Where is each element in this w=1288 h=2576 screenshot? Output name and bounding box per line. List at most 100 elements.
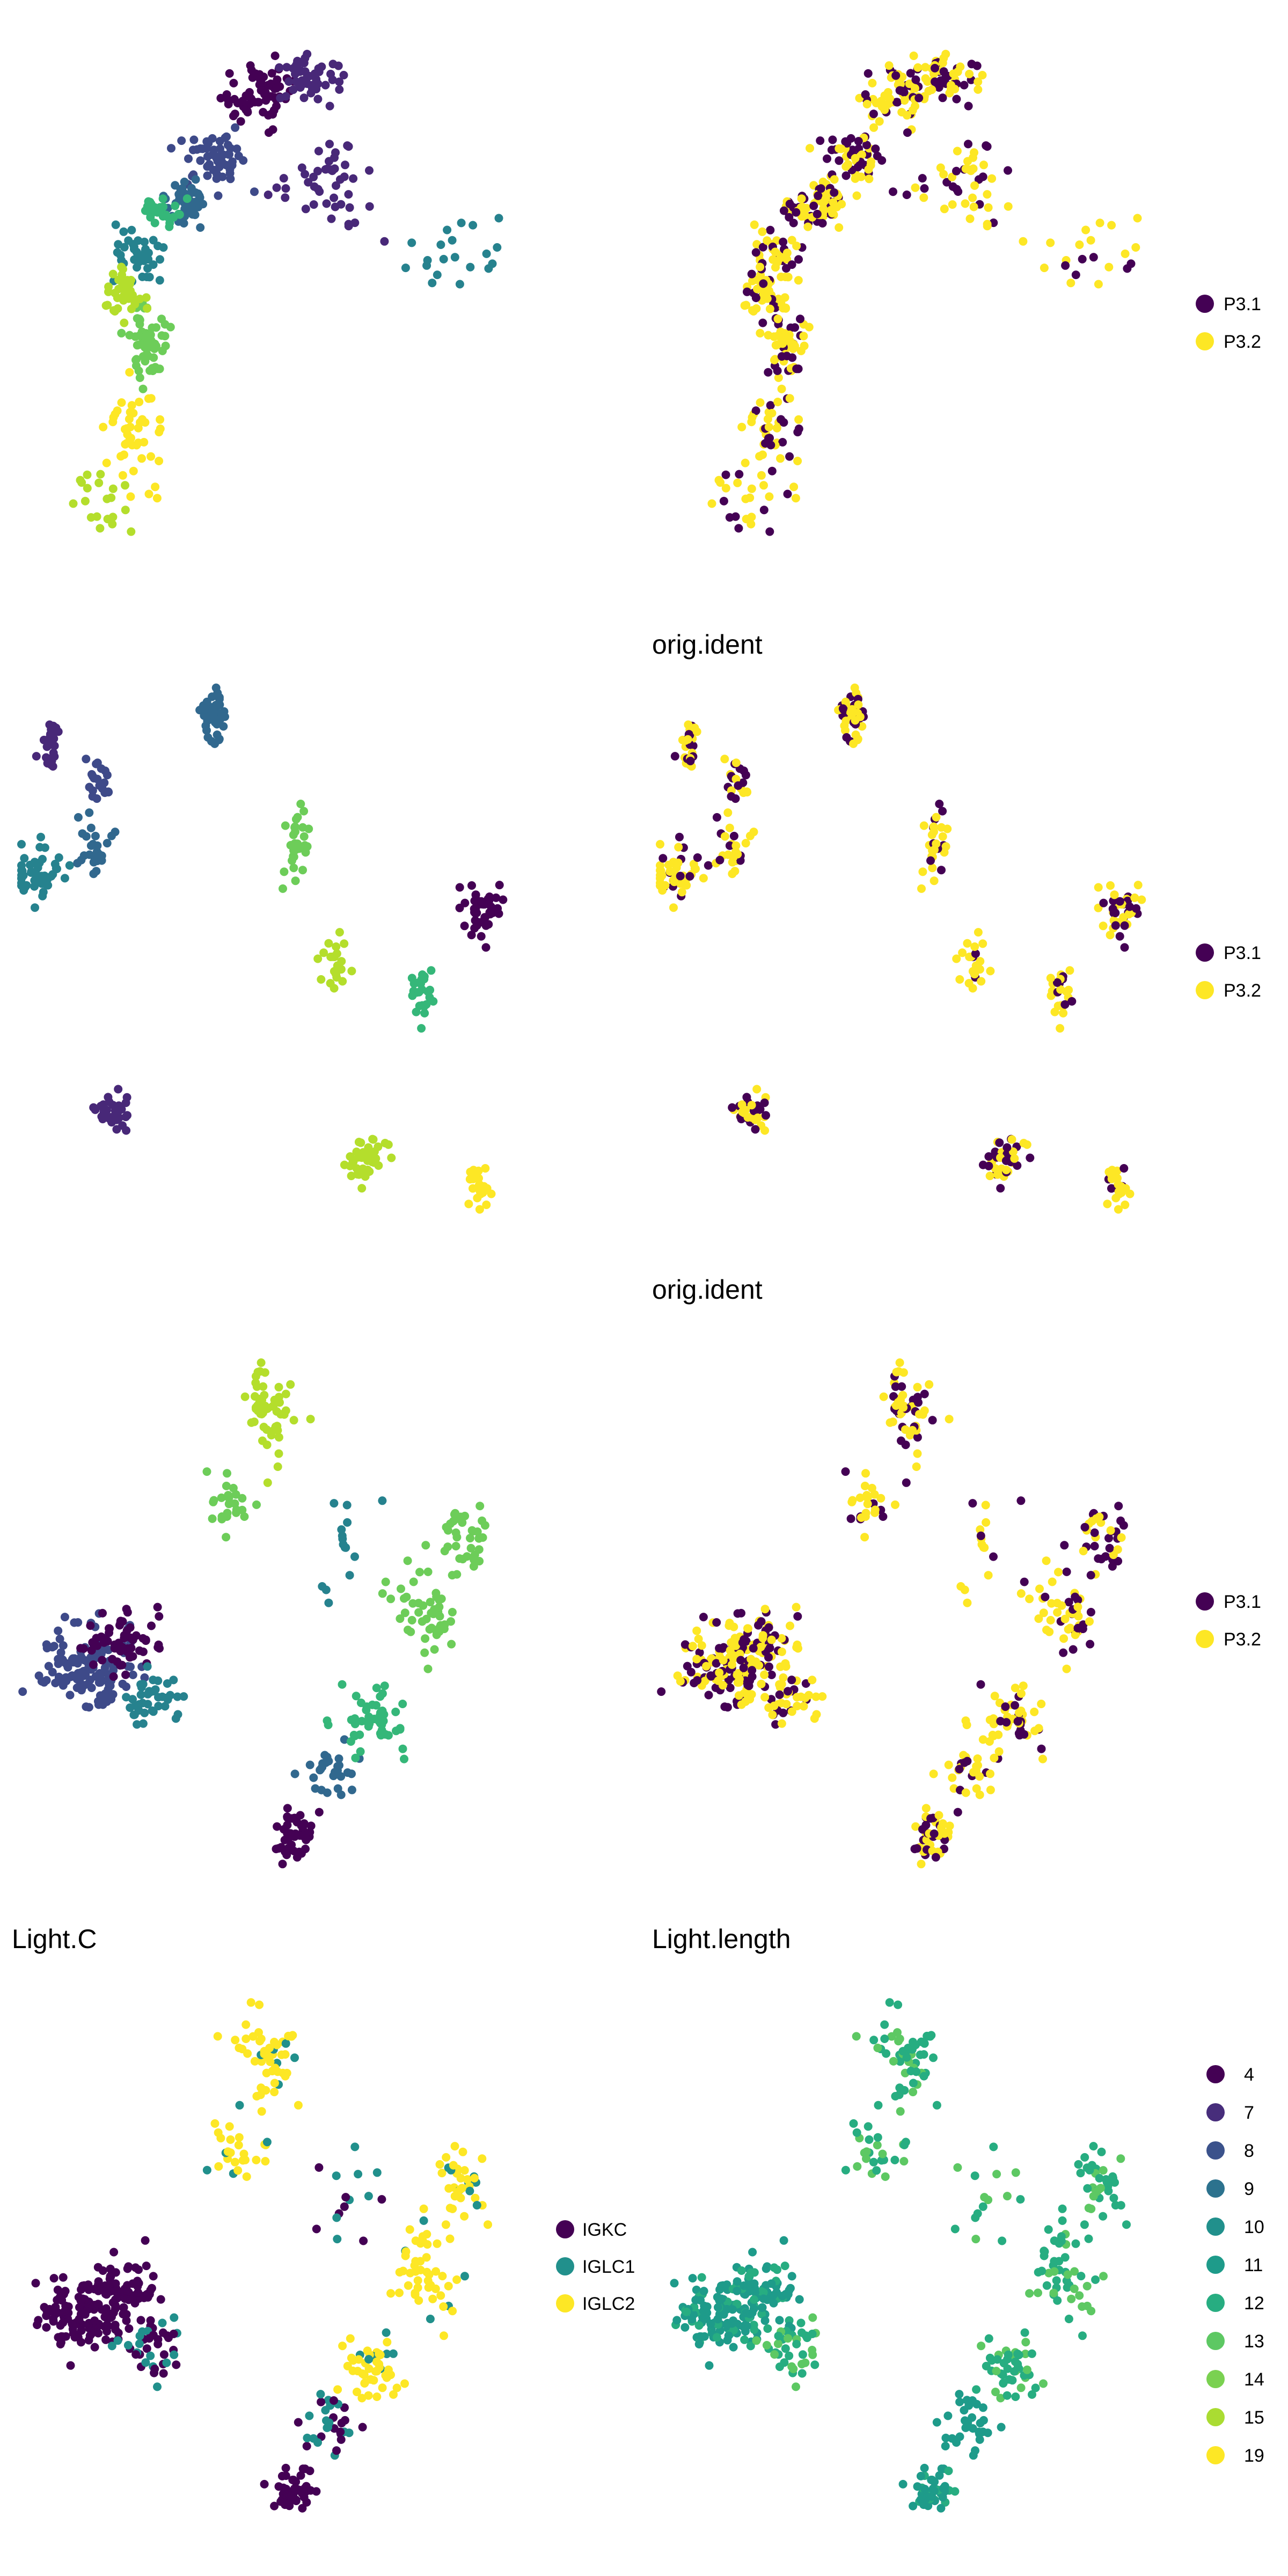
scatter-point <box>431 2284 440 2293</box>
scatter-point <box>231 123 240 132</box>
scatter-point <box>438 2272 447 2281</box>
scatter-point <box>1053 1608 1062 1617</box>
scatter-point <box>899 2157 909 2166</box>
scatter-point <box>983 219 992 229</box>
scatter-point <box>369 1135 378 1144</box>
scatter-point <box>300 2484 309 2493</box>
scatter-point <box>1016 1589 1026 1598</box>
scatter-point <box>439 2302 448 2311</box>
scatter-point <box>291 876 300 885</box>
scatter-point <box>299 93 309 103</box>
scatter-point <box>126 1662 135 1671</box>
scatter-point <box>317 2397 326 2406</box>
scatter-point <box>770 332 779 341</box>
scatter-point <box>818 177 828 186</box>
scatter-point <box>749 2295 758 2304</box>
scatter-point <box>293 839 302 848</box>
scatter-point <box>401 2251 410 2260</box>
scatter-point <box>299 807 309 816</box>
scatter-point <box>735 1649 744 1658</box>
scatter-point <box>135 295 144 303</box>
scatter-point <box>762 2341 771 2350</box>
scatter-point <box>692 1626 701 1635</box>
scatter-point <box>298 823 308 832</box>
scatter-point <box>31 877 40 887</box>
scatter-point <box>89 869 98 879</box>
scatter-point <box>751 1657 760 1666</box>
scatter-point <box>1095 2174 1104 2183</box>
scatter-point <box>432 1592 441 1601</box>
scatter-point <box>794 1644 802 1653</box>
scatter-point <box>326 69 335 78</box>
scatter-point <box>143 304 152 313</box>
scatter-point <box>314 1807 324 1817</box>
scatter-point <box>770 2263 779 2272</box>
scatter-point <box>332 2446 341 2455</box>
scatter-point <box>145 273 154 282</box>
scatter-point <box>901 2138 910 2147</box>
scatter-point <box>273 75 282 84</box>
scatter-point <box>140 438 149 447</box>
scatter-point <box>1116 2154 1125 2163</box>
scatter-point <box>336 2435 346 2444</box>
scatter-point <box>120 243 129 252</box>
scatter-point <box>1125 1189 1135 1198</box>
scatter-point <box>89 1660 98 1669</box>
scatter-point <box>1010 1154 1019 1163</box>
scatter-point <box>83 484 92 493</box>
scatter-point <box>293 813 302 822</box>
scatter-point <box>225 69 234 78</box>
scatter-point <box>785 394 794 403</box>
scatter-point <box>112 2288 121 2297</box>
scatter-point <box>336 1790 346 1799</box>
scatter-point <box>93 774 102 784</box>
scatter-point <box>74 1618 83 1627</box>
scatter-point <box>487 902 495 911</box>
scatter-point <box>201 721 210 730</box>
scatter-point <box>297 76 306 85</box>
scatter-point <box>1071 270 1080 280</box>
scatter-point <box>396 1614 405 1623</box>
scatter-point <box>460 921 469 931</box>
scatter-point <box>76 2296 85 2305</box>
scatter-point <box>391 1707 400 1716</box>
scatter-point <box>932 839 941 848</box>
scatter-point <box>819 204 828 214</box>
scatter-point <box>138 1647 148 1656</box>
scatter-point <box>335 1761 343 1770</box>
scatter-point <box>954 187 963 196</box>
scatter-point <box>1046 1616 1055 1624</box>
scatter-point <box>1070 2284 1079 2293</box>
scatter-point <box>835 156 844 165</box>
scatter-point <box>870 1505 880 1514</box>
scatter-point <box>792 2382 800 2391</box>
scatter-point <box>851 153 860 163</box>
scatter-point <box>928 863 937 873</box>
scatter-point <box>364 2364 374 2373</box>
scatter-point <box>105 1113 114 1122</box>
scatter-point <box>669 903 678 912</box>
scatter-point <box>481 1164 490 1173</box>
scatter-point <box>333 2385 342 2394</box>
scatter-point <box>419 2216 428 2225</box>
scatter-point <box>301 848 310 857</box>
scatter-point <box>928 1416 937 1425</box>
scatter-point <box>472 921 481 930</box>
scatter-point <box>900 96 909 105</box>
scatter-point <box>400 1608 409 1618</box>
scatter-point <box>257 2035 266 2044</box>
scatter-point <box>720 832 729 841</box>
scatter-point <box>976 2419 985 2428</box>
scatter-point <box>423 1664 433 1673</box>
scatter-point <box>480 913 489 922</box>
scatter-point <box>1050 2267 1059 2276</box>
scatter-point <box>429 997 438 1006</box>
scatter-point <box>398 1744 407 1753</box>
scatter-point <box>210 2119 219 2128</box>
scatter-point <box>826 206 836 215</box>
scatter-point <box>281 184 290 193</box>
scatter-point <box>156 2295 165 2304</box>
scatter-point <box>169 1675 178 1685</box>
scatter-point <box>298 2464 308 2473</box>
scatter-point <box>733 2286 742 2295</box>
